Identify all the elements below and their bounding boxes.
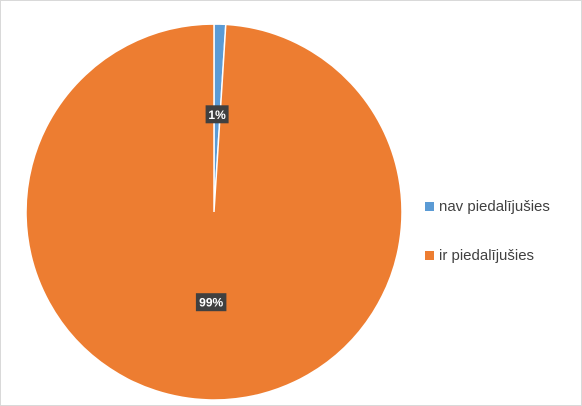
data-label-text-ir-piedalijusies: 99%: [199, 296, 223, 310]
legend-swatch-ir-piedalijusies: [425, 250, 434, 260]
data-label-ir-piedalijusies: 99%: [195, 293, 227, 312]
legend-label-nav-piedalijusies: nav piedalījušies: [439, 197, 550, 215]
data-label-box-nav-piedalijusies: [205, 105, 229, 124]
pie-slice-ir-piedalijusies: [25, 23, 403, 401]
legend: nav piedalījušies ir piedalījušies: [425, 196, 577, 294]
legend-swatch-nav-piedalijusies: [425, 201, 434, 211]
legend-label-ir-piedalijusies: ir piedalījušies: [439, 246, 535, 264]
legend-item-nav-piedalijusies: nav piedalījušies: [425, 196, 577, 216]
data-label-nav-piedalijusies: 1%: [205, 105, 229, 124]
data-label-text-nav-piedalijusies: 1%: [208, 108, 226, 122]
legend-item-ir-piedalijusies: ir piedalījušies: [425, 245, 577, 265]
data-label-box-ir-piedalijusies: [195, 293, 227, 312]
pie-data-labels: 1% 99%: [195, 105, 229, 312]
pie-slices: [25, 23, 403, 401]
